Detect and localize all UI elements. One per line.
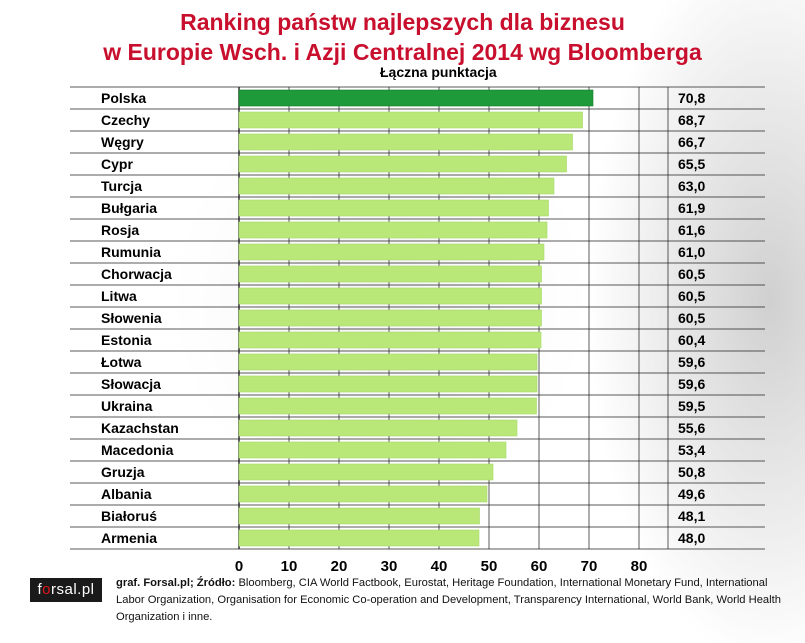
x-tick-label: 60 [531, 558, 548, 575]
category-label: Albania [101, 486, 152, 502]
bar [238, 89, 594, 107]
value-label: 70,8 [678, 90, 705, 106]
forsal-logo: forsal.pl [30, 578, 102, 602]
bar [238, 331, 542, 349]
value-label: 60,5 [678, 266, 705, 282]
value-label: 59,5 [678, 398, 705, 414]
value-label: 60,4 [678, 332, 705, 348]
value-label: 53,4 [678, 442, 705, 458]
category-label: Słowenia [101, 310, 162, 326]
category-label: Białoruś [101, 508, 157, 524]
bar [238, 485, 488, 503]
source-note: graf. Forsal.pl; Źródło: Bloomberg, CIA … [116, 575, 796, 626]
category-label: Gruzja [101, 464, 145, 480]
category-label: Rumunia [101, 244, 161, 260]
value-label: 59,6 [678, 376, 705, 392]
category-label: Węgry [101, 134, 144, 150]
value-label: 49,6 [678, 486, 705, 502]
value-axis-label: Łączna punktacja [380, 64, 497, 80]
source-note-text: Bloomberg, CIA World Factbook, Eurostat,… [116, 577, 781, 623]
bar [238, 463, 494, 481]
x-tick-label: 10 [281, 558, 298, 575]
bar [238, 375, 538, 393]
category-label: Chorwacja [101, 266, 172, 282]
chart-title-line2: w Europie Wsch. i Azji Centralnej 2014 w… [103, 39, 702, 65]
bar [238, 155, 567, 173]
category-label: Macedonia [101, 442, 174, 458]
value-label: 61,0 [678, 244, 705, 260]
bar [238, 177, 555, 195]
category-label: Bułgaria [101, 200, 157, 216]
value-label: 61,9 [678, 200, 705, 216]
bar [238, 265, 542, 283]
value-label: 61,6 [678, 222, 705, 238]
value-label: 48,0 [678, 530, 705, 546]
x-tick-label: 70 [581, 558, 598, 575]
value-label: 59,6 [678, 354, 705, 370]
value-label: 65,5 [678, 156, 705, 172]
bar [238, 507, 480, 525]
x-tick-label: 80 [631, 558, 648, 575]
value-label: 68,7 [678, 112, 705, 128]
value-label: 63,0 [678, 178, 705, 194]
x-tick-label: 30 [381, 558, 398, 575]
bar [238, 199, 549, 217]
category-label: Turcja [101, 178, 142, 194]
category-label: Litwa [101, 288, 137, 304]
category-label: Kazachstan [101, 420, 179, 436]
bar [238, 221, 548, 239]
value-label: 60,5 [678, 310, 705, 326]
value-label: 60,5 [678, 288, 705, 304]
x-tick-label: 20 [331, 558, 348, 575]
bar [238, 441, 507, 459]
source-note-prefix: graf. Forsal.pl; Źródło: [116, 577, 236, 589]
bar [238, 111, 583, 129]
category-label: Armenia [101, 530, 157, 546]
x-tick-label: 0 [235, 558, 243, 575]
category-label: Polska [101, 90, 146, 106]
bar [238, 419, 518, 437]
category-label: Estonia [101, 332, 152, 348]
category-label: Łotwa [101, 354, 142, 370]
category-label: Cypr [101, 156, 133, 172]
x-tick-label: 50 [481, 558, 498, 575]
category-label: Słowacja [101, 376, 161, 392]
category-label: Rosja [101, 222, 139, 238]
bar [238, 529, 480, 547]
x-tick-label: 40 [431, 558, 448, 575]
bar-chart: Polska 70,8 Czechy 68,7 Węgry 66,7 Cypr 65,5 Tur… [70, 86, 765, 575]
value-label: 66,7 [678, 134, 705, 150]
bar [238, 287, 542, 305]
bar [238, 309, 542, 327]
category-label: Ukraina [101, 398, 153, 414]
bar [238, 397, 537, 415]
category-label: Czechy [101, 112, 150, 128]
bar [238, 243, 545, 261]
value-label: 48,1 [678, 508, 705, 524]
bar [238, 133, 573, 151]
value-label: 55,6 [678, 420, 705, 436]
value-label: 50,8 [678, 464, 705, 480]
bar [238, 353, 538, 371]
chart-title-line1: Ranking państw najlepszych dla biznesu [180, 9, 625, 35]
